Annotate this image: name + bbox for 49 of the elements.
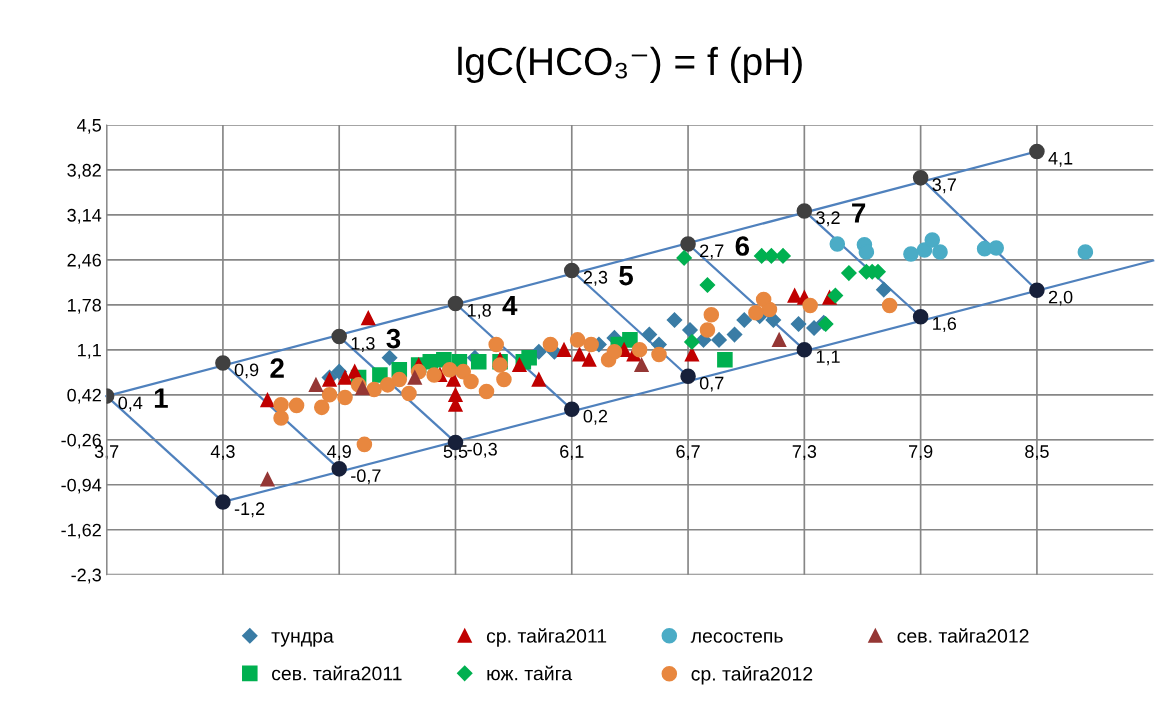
x-tick-label: 4,9 [327,445,351,461]
x-tick-label: 7,3 [792,445,817,461]
legend-label: сев. тайга2011 [272,665,402,681]
annotation: 2 [270,358,284,378]
y-tick-label: 3,82 [67,163,101,179]
legend-label: лесостепь [690,632,783,643]
legend-label: тундра [271,632,334,647]
y-tick-label: -2,3 [71,568,101,584]
data-label: 1,1 [816,350,840,366]
data-label: 2,0 [1048,290,1073,306]
legend-label: сев. тайга2012 [897,628,1029,643]
legend-label: ср. тайга2012 [691,666,813,685]
data-label: 0,4 [118,396,143,412]
chart-title: lgC(HCO₃⁻) = f (pH) [458,46,802,84]
data-label: 1,8 [467,303,491,319]
data-label: 1,3 [351,336,375,352]
data-label: 1,6 [933,317,957,333]
x-tick-label: 4,3 [210,445,235,461]
annotation: 7 [852,203,866,223]
y-tick-label: 1,78 [68,298,101,314]
data-label: -0,3 [467,442,497,458]
y-tick-label: 0,42 [67,388,101,404]
x-tick-label: 7,9 [909,445,933,461]
y-tick-label: 2,46 [67,253,101,269]
annotation: 1 [154,388,168,408]
data-label: -0,7 [351,469,381,485]
legend-label: юж. тайга [487,665,573,681]
y-tick-label: 1,1 [78,343,101,359]
legend-label: ср. тайга2011 [486,628,607,647]
x-tick-label: 6,7 [676,445,700,461]
data-label: 3,2 [816,211,840,227]
data-label: -1,2 [234,502,265,518]
data-label: 0,2 [583,409,608,425]
x-tick-label: 8,5 [1025,445,1049,461]
data-label: 3,7 [932,178,956,194]
data-label: 0,7 [699,376,724,392]
data-label: 2,3 [583,270,608,286]
data-label: 2,7 [700,244,724,260]
y-tick-label: 4,5 [77,119,102,134]
data-label: 0,9 [234,363,259,379]
annotation: 4 [502,296,518,316]
y-tick-label: -0,94 [61,478,102,494]
y-tick-label: -1,62 [61,523,101,539]
annotation: 3 [386,328,401,349]
x-tick-label: 6,1 [560,445,584,461]
data-label: 4,1 [1048,152,1073,167]
annotation: 6 [735,236,750,256]
annotation: 5 [619,266,633,286]
y-tick-label: 3,14 [67,208,102,224]
